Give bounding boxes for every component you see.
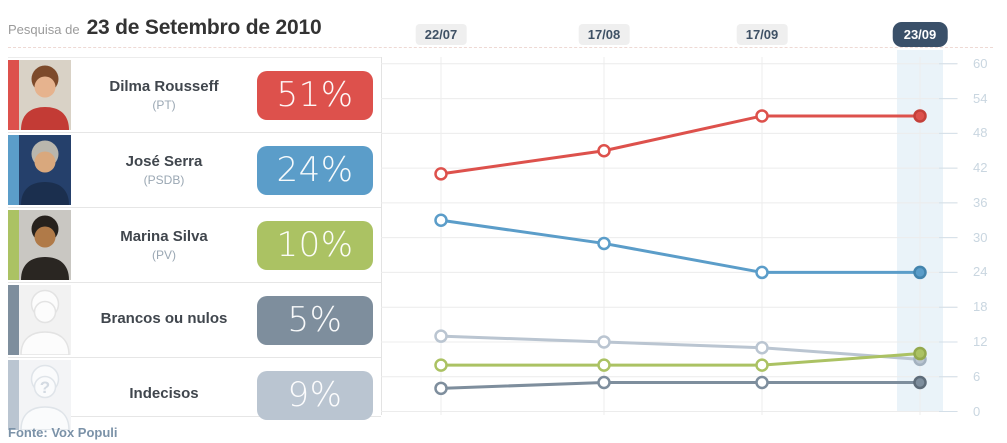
data-point <box>597 143 611 158</box>
data-point <box>434 213 448 228</box>
candidate-photo <box>19 210 71 280</box>
candidate-photo: ? <box>19 360 71 430</box>
candidate-photo <box>19 135 71 205</box>
y-axis-label: 60 <box>973 55 988 71</box>
y-axis-label: 36 <box>973 194 988 210</box>
candidate-row: Brancos ou nulos 5% <box>8 283 381 358</box>
data-point <box>755 341 769 355</box>
candidate-color-strip <box>8 360 19 430</box>
candidate-row: ? Indecisos 9% <box>8 358 381 432</box>
y-axis-label: 0 <box>973 403 981 419</box>
candidate-row: Marina Silva (PV) 10% <box>8 208 381 283</box>
data-point <box>755 358 769 372</box>
header-divider <box>8 47 993 48</box>
series-line-josé-serra <box>434 213 927 280</box>
candidate-color-strip <box>8 285 19 355</box>
data-point <box>913 346 927 361</box>
candidate-color-strip <box>8 210 19 280</box>
candidate-party: (PV) <box>152 247 176 262</box>
candidate-name-box: Indecisos <box>71 358 257 432</box>
header-prefix: Pesquisa de <box>8 22 80 37</box>
candidate-percentage-badge: 9% <box>257 370 373 420</box>
candidate-name-box: Brancos ou nulos <box>71 283 257 357</box>
y-axis-label: 30 <box>973 229 988 245</box>
y-axis-label: 48 <box>973 125 988 141</box>
date-tab-17-09[interactable]: 17/09 <box>736 24 788 45</box>
candidate-row: José Serra (PSDB) 24% <box>8 133 381 208</box>
y-axis-label: 24 <box>973 264 988 280</box>
candidate-name: José Serra <box>125 153 203 171</box>
data-point <box>597 236 611 251</box>
source-label: Fonte: Vox Populi <box>8 425 118 440</box>
candidate-row: Dilma Rousseff (PT) 51% <box>8 58 381 133</box>
data-point <box>913 375 927 390</box>
candidate-name: Marina Silva <box>120 228 208 246</box>
data-point <box>755 109 769 123</box>
date-tab-22-07[interactable]: 22/07 <box>415 24 467 45</box>
candidate-percentage-badge: 10% <box>257 220 373 270</box>
candidate-list: Dilma Rousseff (PT) 51% José Serra (PSDB… <box>8 57 381 430</box>
candidate-name-box: Dilma Rousseff (PT) <box>71 58 257 132</box>
y-axis-label: 18 <box>973 299 988 315</box>
date-tab-23-09[interactable]: 23/09 <box>892 22 948 47</box>
poll-line-chart <box>381 50 958 415</box>
data-point <box>434 358 448 372</box>
candidate-photo <box>19 60 71 130</box>
candidate-name-box: Marina Silva (PV) <box>71 208 257 282</box>
series-line-dilma-rousseff <box>434 109 927 181</box>
candidate-percentage-badge: 51% <box>257 70 373 120</box>
candidate-percentage-badge: 5% <box>257 295 373 345</box>
data-point <box>597 335 611 349</box>
series-line-marina-silva <box>434 346 927 372</box>
candidate-name: Dilma Rousseff <box>109 78 219 96</box>
page-header: Pesquisa de 23 de Setembro de 2010 <box>8 16 322 40</box>
candidate-photo <box>19 285 71 355</box>
candidate-color-strip <box>8 60 19 130</box>
series-line-brancos-ou-nulos <box>434 375 927 396</box>
data-point <box>434 381 448 396</box>
svg-text:?: ? <box>40 378 50 397</box>
y-axis-label: 6 <box>973 368 981 384</box>
date-tab-17-08[interactable]: 17/08 <box>578 24 630 45</box>
data-point <box>913 265 927 280</box>
page-title: 23 de Setembro de 2010 <box>86 16 322 39</box>
data-point <box>597 375 611 390</box>
candidate-name-box: José Serra (PSDB) <box>71 133 257 207</box>
y-axis-label: 12 <box>973 333 988 349</box>
candidate-party: (PSDB) <box>143 172 185 187</box>
y-axis-label: 54 <box>973 90 988 106</box>
candidate-percentage-badge: 24% <box>257 145 373 195</box>
data-point <box>434 329 448 343</box>
data-point <box>434 167 448 181</box>
data-point <box>755 375 769 390</box>
data-point <box>597 358 611 372</box>
y-axis-label: 42 <box>973 160 988 176</box>
candidate-name: Brancos ou nulos <box>100 310 228 328</box>
candidate-party: (PT) <box>152 97 176 112</box>
data-point <box>755 265 769 280</box>
data-point <box>913 109 927 123</box>
candidate-color-strip <box>8 135 19 205</box>
candidate-name: Indecisos <box>129 385 199 403</box>
